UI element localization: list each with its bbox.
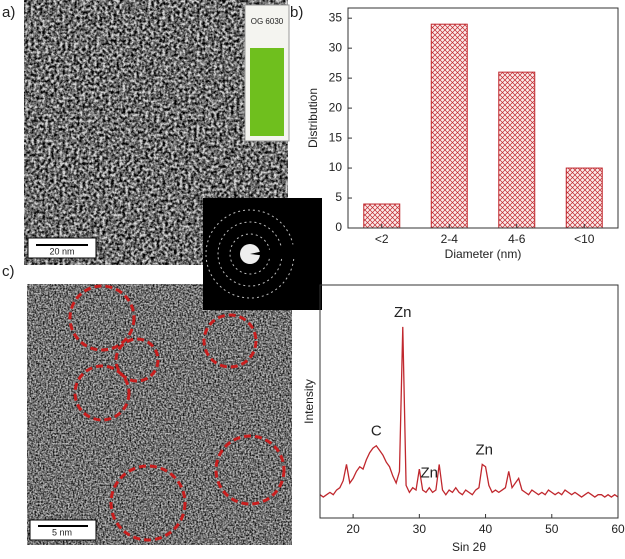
x-tick-label: 4-6 [508, 232, 526, 246]
y-tick-label: 20 [329, 100, 343, 114]
x-axis-label: Diameter (nm) [445, 247, 522, 261]
bar [430, 23, 468, 229]
panel-label: a) [2, 4, 15, 21]
annotation: Zn [475, 441, 493, 458]
x-tick-label: 50 [545, 522, 559, 536]
beam-stop [250, 238, 322, 262]
y-tick-label: 5 [335, 190, 342, 204]
x-tick-label: 60 [611, 522, 625, 536]
y-tick-label: 15 [329, 130, 343, 144]
x-tick-label: <10 [574, 232, 595, 246]
bar [565, 167, 603, 229]
tem-texture-c [27, 284, 292, 545]
y-tick-label: 10 [329, 160, 343, 174]
x-tick-label: 40 [479, 522, 493, 536]
plot-frame [319, 284, 619, 519]
x-tick-label: 30 [413, 522, 427, 536]
line [319, 326, 619, 498]
scale-bar-label: 20 nm [49, 246, 74, 256]
x-tick-label: 20 [346, 522, 360, 536]
cuvette-liquid [250, 48, 284, 136]
y-tick-label: 30 [329, 40, 343, 54]
cuvette-label: OG 6030 [251, 17, 284, 26]
annotation: Zn [421, 465, 439, 482]
annotation: Zn [394, 304, 412, 321]
y-tick-label: 0 [335, 220, 342, 234]
y-axis-label: Distribution [306, 88, 320, 148]
plot-frame [347, 7, 619, 229]
x-tick-label: <2 [375, 232, 389, 246]
particle-outlines [68, 284, 286, 542]
panel-label: b) [290, 4, 303, 21]
scale-bar-label: 5 nm [52, 527, 72, 537]
bar [498, 71, 536, 229]
annotation: C [371, 423, 382, 440]
y-axis-label: Intensity [302, 379, 316, 424]
scale-bar-box [27, 237, 97, 259]
x-axis-label: Sin 2θ [452, 540, 486, 554]
y-tick-label: 25 [329, 70, 343, 84]
panel-label: c) [2, 263, 15, 280]
y-tick-label: 35 [329, 10, 343, 24]
x-tick-label: 2-4 [441, 232, 459, 246]
